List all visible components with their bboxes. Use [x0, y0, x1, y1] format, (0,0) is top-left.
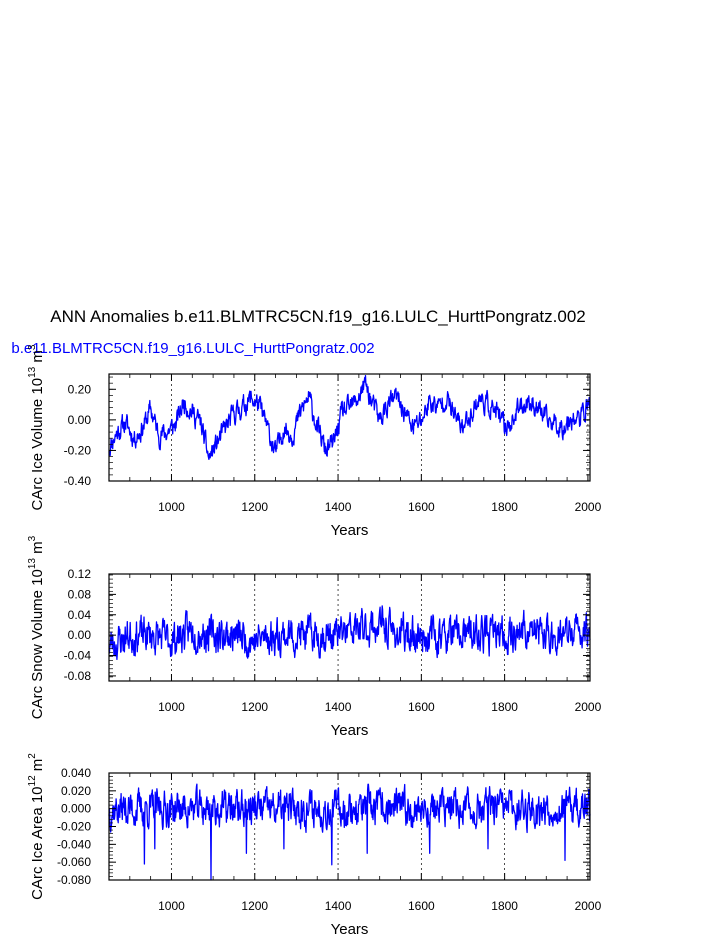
- y-tick-label: -0.040: [57, 837, 91, 851]
- x-tick-label: 1000: [158, 500, 185, 514]
- x-tick-label: 1200: [241, 500, 268, 514]
- x-axis-label: Years: [331, 722, 369, 739]
- y-axis-label-unit: m: [29, 350, 46, 367]
- y-axis-label-exponent: 13: [27, 366, 38, 378]
- ice-area-panel: 1000 1200 1400 1600 1800 2000 -0.080 -0.060 -0.0…: [27, 753, 602, 935]
- chart-title: ANN Anomalies b.e11.BLMTRC5CN.f19_g16.LU…: [50, 307, 585, 326]
- y-tick-label: 0.12: [68, 567, 92, 581]
- x-tick-label: 1200: [241, 899, 268, 913]
- y-tick-label: -0.20: [64, 443, 92, 457]
- x-tick-label: 1800: [491, 899, 518, 913]
- x-axis-label: Years: [331, 921, 369, 935]
- y-axis-label-exponent: 13: [27, 558, 38, 570]
- y-tick-label: 0.040: [61, 766, 91, 780]
- x-tick-label: 1800: [491, 700, 518, 714]
- y-axis-label-unit-exponent: 2: [27, 753, 38, 759]
- y-tick-label: 0.000: [61, 802, 91, 816]
- y-tick-label: 0.020: [61, 784, 91, 798]
- x-axis-label: Years: [331, 522, 369, 539]
- y-axis-label-unit: m: [29, 541, 46, 558]
- y-tick-label: -0.08: [64, 669, 92, 683]
- x-tick-label: 1400: [325, 899, 352, 913]
- y-axis-label: CArc Ice Volume 1013 m3: [27, 344, 46, 510]
- x-tick-label: 2000: [575, 700, 602, 714]
- x-tick-label: 1600: [408, 500, 435, 514]
- y-axis-label: CArc Ice Area 1012 m2: [27, 753, 46, 900]
- y-tick-label: 0.20: [68, 382, 92, 396]
- y-tick-label: -0.40: [64, 474, 92, 488]
- y-axis-label-text: CArc Ice Area 10: [29, 786, 46, 899]
- y-axis-label-unit: m: [29, 759, 46, 776]
- x-tick-label: 2000: [575, 500, 602, 514]
- y-axis-label-text: CArc Ice Volume 10: [29, 378, 46, 511]
- plot-frame: [108, 573, 591, 682]
- x-tick-label: 2000: [575, 899, 602, 913]
- y-tick-label: 0.08: [68, 587, 92, 601]
- y-tick-label: 0.00: [68, 413, 92, 427]
- series-line: [108, 605, 591, 661]
- x-tick-label: 1600: [408, 700, 435, 714]
- y-tick-label: -0.020: [57, 820, 91, 834]
- y-tick-label: 0.04: [68, 608, 92, 622]
- y-tick-label: -0.060: [57, 855, 91, 869]
- x-tick-label: 1200: [241, 700, 268, 714]
- y-tick-label: 0.00: [68, 628, 92, 642]
- series-legend-label: b.e11.BLMTRC5CN.f19_g16.LULC_HurttPongra…: [11, 340, 374, 357]
- ice-volume-panel: 1000 1200 1400 1600 1800 2000 -0.40 -0.20 0.00 0.…: [27, 344, 602, 539]
- x-tick-label: 1000: [158, 700, 185, 714]
- snow-volume-panel: 1000 1200 1400 1600 1800 2000 -0.08 -0.04 0.00 0.…: [27, 535, 602, 739]
- x-tick-label: 1400: [325, 500, 352, 514]
- series-line: [108, 783, 591, 881]
- x-tick-label: 1000: [158, 899, 185, 913]
- x-tick-label: 1800: [491, 500, 518, 514]
- y-tick-label: -0.04: [64, 649, 92, 663]
- x-tick-label: 1400: [325, 700, 352, 714]
- y-axis-label-text: CArc Snow Volume 10: [29, 569, 46, 719]
- y-tick-label: -0.080: [57, 873, 91, 887]
- y-axis-label-unit-exponent: 3: [27, 535, 38, 541]
- series-line: [108, 374, 591, 461]
- x-tick-label: 1600: [408, 899, 435, 913]
- plot-frame: [108, 373, 591, 482]
- y-axis-label: CArc Snow Volume 1013 m3: [27, 535, 46, 719]
- y-axis-label-unit-exponent: 3: [27, 344, 38, 350]
- y-axis-label-exponent: 12: [27, 775, 38, 787]
- plot-frame: [108, 772, 591, 881]
